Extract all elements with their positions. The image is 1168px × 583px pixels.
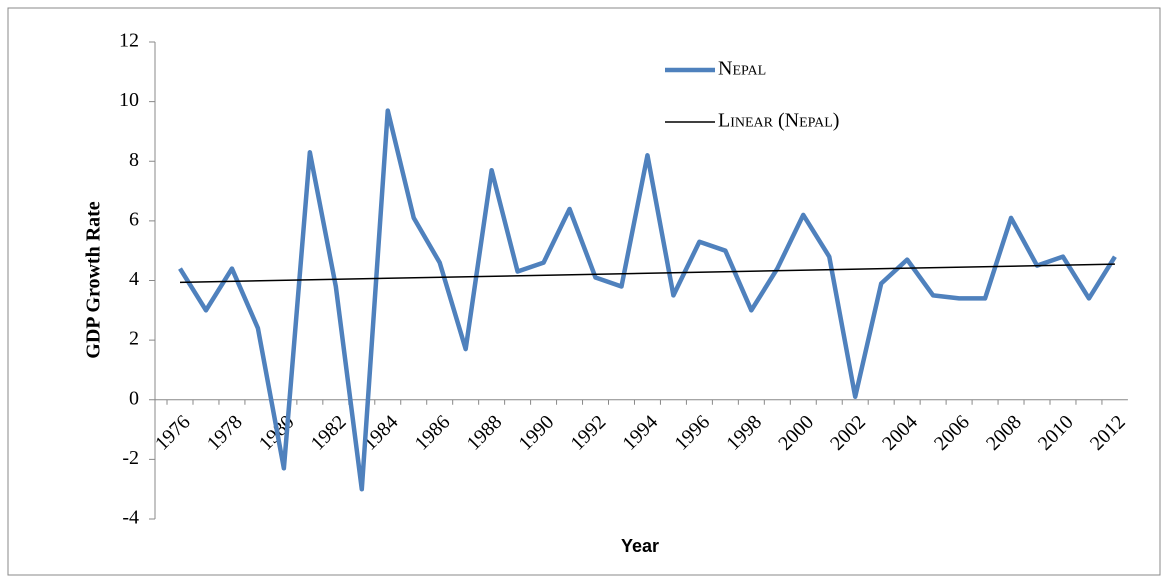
trend-line <box>179 263 1115 284</box>
x-axis-title: Year <box>621 536 659 556</box>
y-axis-title: GDP Growth Rate <box>83 201 105 359</box>
y-tick-label: -2 <box>122 447 139 469</box>
legend-label: Linear (Nepal) <box>718 110 839 132</box>
y-tick-label: 8 <box>129 149 139 171</box>
y-tick-label: 4 <box>129 268 139 290</box>
y-tick-label: 6 <box>129 208 139 230</box>
y-tick-label: 12 <box>119 30 139 52</box>
legend-label: Nepal <box>718 58 766 80</box>
data-line <box>178 108 1117 492</box>
y-tick-label: 0 <box>129 387 139 409</box>
y-tick-label: 10 <box>119 89 139 111</box>
y-tick-label: -4 <box>122 507 139 529</box>
chart-border <box>7 7 1161 576</box>
y-tick-label: 2 <box>129 328 139 350</box>
